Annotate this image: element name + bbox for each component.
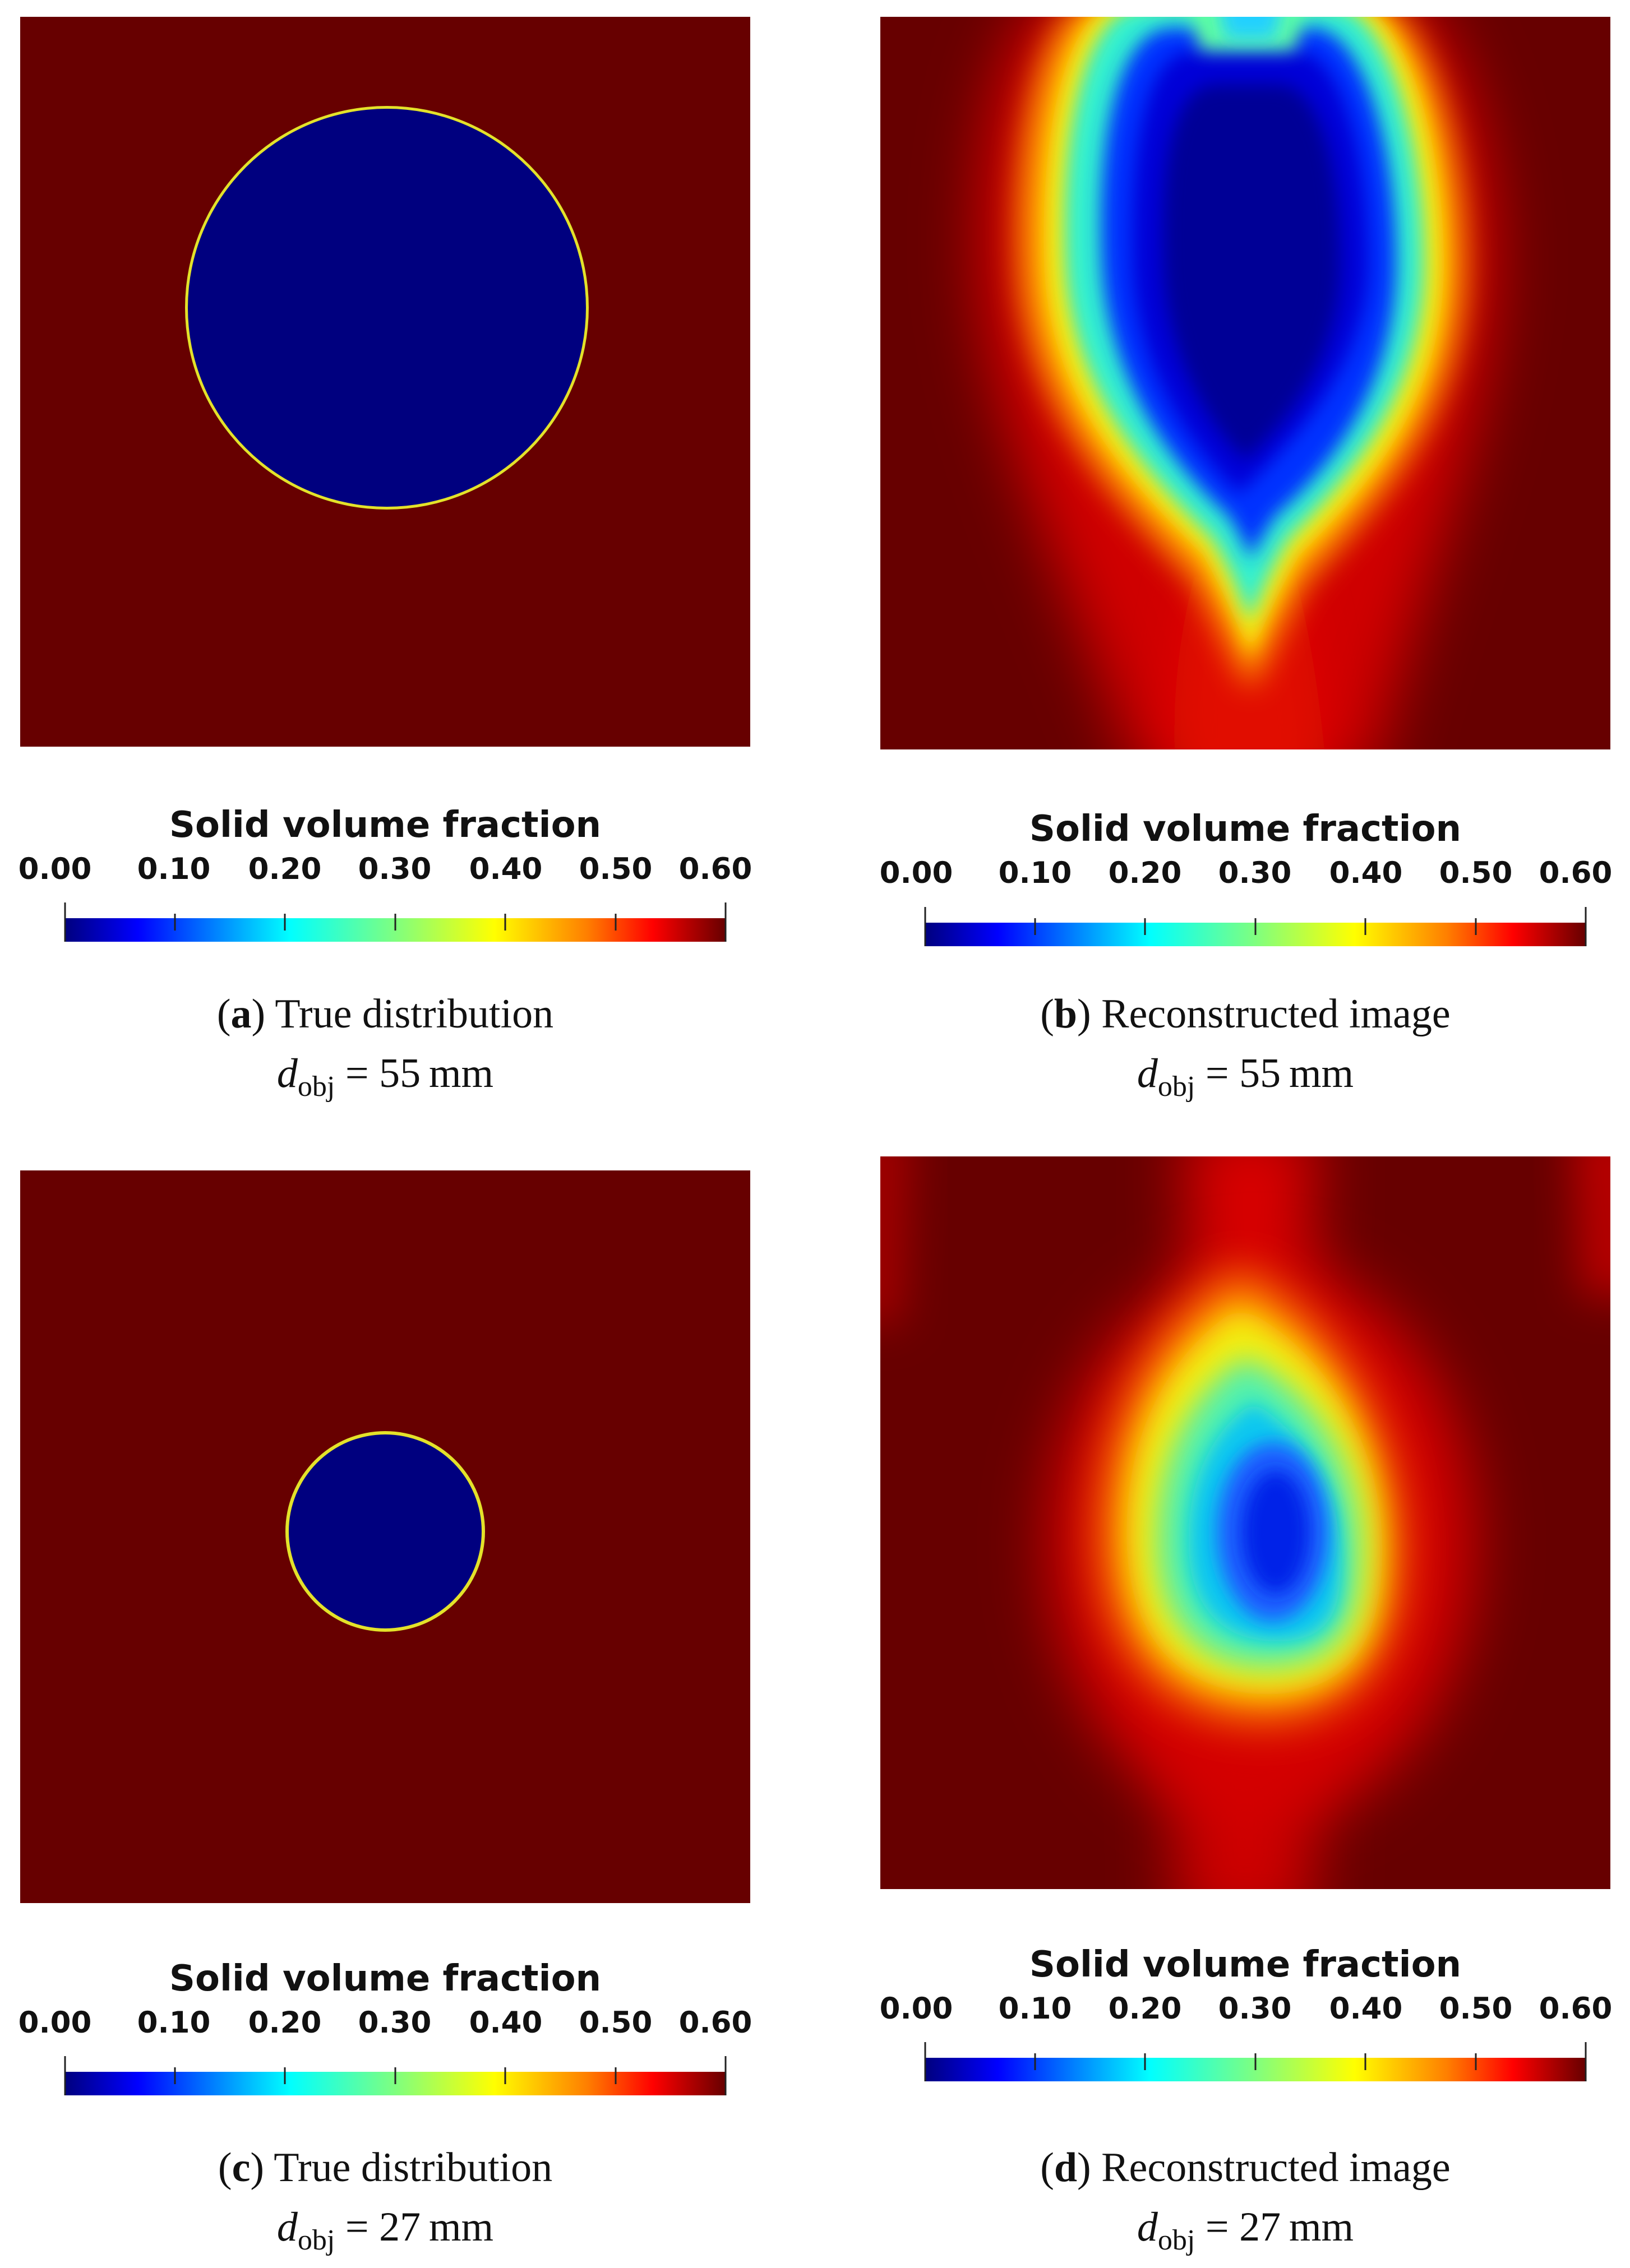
object-diameter: dobj = 27 mm (1137, 2204, 1354, 2256)
tick-label: 0.00 (879, 856, 953, 890)
colorbar (924, 907, 1587, 946)
tick-label: 0.60 (1539, 856, 1613, 890)
reconstructed-field-d (880, 1156, 1610, 1889)
colorbar (924, 2042, 1587, 2081)
panel-d: Solid volume fraction 0.00 0.10 0.20 0.3… (879, 1156, 1613, 2258)
tick-label: 0.50 (1439, 1992, 1513, 2026)
tick-label: 0.30 (1218, 1992, 1292, 2026)
tick-label: 0.00 (18, 2006, 92, 2040)
tick-label: 0.10 (998, 1992, 1072, 2026)
tick-label: 0.60 (678, 852, 752, 886)
tick-label: 0.10 (137, 2006, 211, 2040)
object-diameter: dobj = 27 mm (276, 2204, 494, 2256)
tick-label: 0.30 (358, 852, 432, 886)
true-distribution-field-c (20, 1170, 750, 1903)
panel-caption: (b) Reconstructed image (1040, 991, 1451, 1037)
object-diameter: dobj = 55 mm (1137, 1050, 1354, 1103)
panel-caption: (a) True distribution (216, 991, 554, 1037)
tick-label: 0.50 (579, 2006, 653, 2040)
tick-label: 0.00 (879, 1992, 953, 2026)
tick-label: 0.20 (248, 852, 322, 886)
tick-label: 0.50 (579, 852, 653, 886)
tick-label: 0.40 (469, 852, 543, 886)
tick-label: 0.20 (248, 2006, 322, 2040)
tick-label: 0.00 (18, 852, 92, 886)
tick-label: 0.60 (678, 2006, 752, 2040)
tick-label: 0.20 (1108, 856, 1182, 890)
colorbar-title: Solid volume fraction (1029, 1944, 1462, 1985)
tick-label: 0.10 (998, 856, 1072, 890)
colorbar-title: Solid volume fraction (169, 1958, 602, 1999)
panel-a: Solid volume fraction 0.00 0.10 0.20 0.3… (18, 17, 752, 1116)
tick-label: 0.40 (469, 2006, 543, 2040)
tick-label: 0.50 (1439, 856, 1513, 890)
object-diameter: dobj = 55 mm (276, 1050, 494, 1103)
colorbar (64, 2056, 727, 2095)
panel-b: Solid volume fraction 0.00 0.10 0.20 0.3… (879, 17, 1613, 1116)
tick-label: 0.40 (1329, 856, 1403, 890)
true-distribution-field-a (20, 17, 750, 747)
colorbar-title: Solid volume fraction (1029, 808, 1462, 850)
panel-c: Solid volume fraction 0.00 0.10 0.20 0.3… (18, 1170, 752, 2258)
panel-caption: (c) True distribution (218, 2145, 553, 2191)
tick-label: 0.30 (358, 2006, 432, 2040)
panel-caption: (d) Reconstructed image (1040, 2145, 1451, 2191)
tick-label: 0.20 (1108, 1992, 1182, 2026)
tick-label: 0.60 (1539, 1992, 1613, 2026)
colorbar-title: Solid volume fraction (169, 804, 602, 846)
reconstructed-field-b (880, 17, 1610, 749)
tick-label: 0.10 (137, 852, 211, 886)
colorbar (64, 902, 727, 942)
tick-label: 0.30 (1218, 856, 1292, 890)
tick-label: 0.40 (1329, 1992, 1403, 2026)
